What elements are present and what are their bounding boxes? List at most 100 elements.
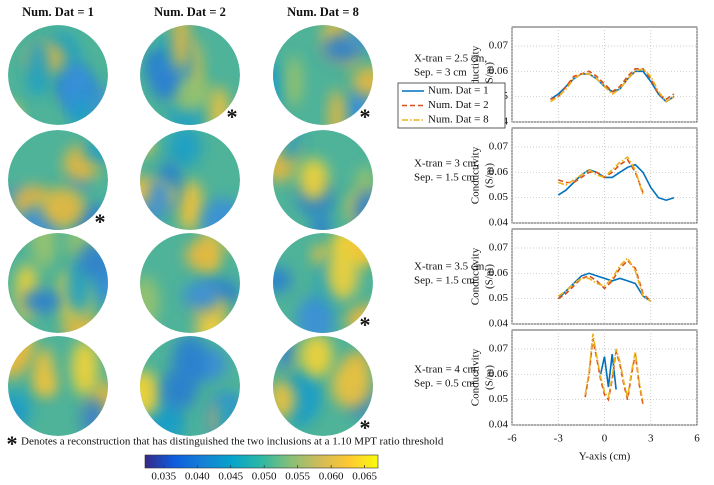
reconstruction-blob xyxy=(82,137,108,163)
reconstruction xyxy=(140,130,240,230)
reconstruction-blob xyxy=(300,336,334,378)
y-tick-label: 0.07 xyxy=(489,242,509,254)
reconstruction-blob xyxy=(32,347,55,394)
reconstruction-blob xyxy=(90,85,108,125)
series-line xyxy=(550,67,675,103)
reconstruction-blob xyxy=(71,339,99,396)
reconstruction-blob xyxy=(171,25,190,71)
y-tick-label: 0.05 xyxy=(489,292,509,304)
plot-area xyxy=(511,127,698,224)
y-axis-label: Conductivity xyxy=(470,348,482,406)
note-marker: * xyxy=(7,431,18,456)
reconstruction-blob xyxy=(355,166,373,196)
x-tick-label: 6 xyxy=(694,433,700,445)
colorbar xyxy=(144,454,379,469)
reconstruction-blob xyxy=(25,39,50,97)
reconstruction-blob xyxy=(8,390,32,428)
plot-area xyxy=(511,329,698,426)
x-tick-label: -6 xyxy=(507,433,517,445)
column-title: Num. Dat = 2 xyxy=(154,5,226,19)
reconstruction-blob xyxy=(177,180,204,230)
reconstruction-blob xyxy=(222,233,240,252)
reconstruction xyxy=(273,130,373,230)
reconstruction-blob xyxy=(331,361,372,409)
plot-area xyxy=(511,228,698,325)
reconstruction-blob xyxy=(352,66,373,97)
colorbar-tick-label: 0.035 xyxy=(151,471,176,483)
series-line xyxy=(550,68,675,101)
y-axis-label: (S/m) xyxy=(484,62,496,87)
column-title: Num. Dat = 8 xyxy=(287,5,359,19)
y-tick-label: 0.05 xyxy=(489,393,509,405)
reconstruction xyxy=(8,25,108,125)
column-title: Num. Dat = 1 xyxy=(22,5,94,19)
y-tick-label: 0.06 xyxy=(489,166,509,178)
y-axis-label: Conductivity xyxy=(470,146,482,204)
colorbar-tick-label: 0.055 xyxy=(285,471,310,483)
reconstruction-blob xyxy=(182,281,222,311)
reconstruction-blob xyxy=(172,336,208,386)
reconstruction-blob xyxy=(148,178,172,217)
reconstruction-blob xyxy=(273,61,285,112)
row-label: X-tran = 2.5 cm, xyxy=(414,53,487,65)
reconstruction-blob xyxy=(167,130,202,168)
series-line xyxy=(558,155,644,196)
colorbar-tick-label: 0.065 xyxy=(352,471,377,483)
reconstruction-blob xyxy=(77,241,108,279)
y-tick-label: 0.06 xyxy=(489,267,509,279)
y-tick-label: 0.06 xyxy=(489,368,509,380)
reconstruction-blob xyxy=(209,86,230,125)
asterisk: * xyxy=(95,209,106,234)
row-label: Sep. = 3 cm xyxy=(414,67,467,79)
y-tick-label: 0.07 xyxy=(489,141,509,153)
series-line xyxy=(557,256,652,302)
reconstruction-blob xyxy=(72,97,90,125)
y-axis-label: (S/m) xyxy=(484,163,496,188)
legend-label: Num. Dat = 2 xyxy=(428,99,489,111)
series-line xyxy=(558,158,644,193)
asterisk: * xyxy=(360,104,371,129)
reconstruction-blob xyxy=(215,396,238,436)
legend-label: Num. Dat = 8 xyxy=(428,114,489,126)
reconstruction-blob xyxy=(273,380,296,419)
reconstruction-blob xyxy=(273,267,292,293)
asterisk: * xyxy=(227,104,238,129)
reconstruction-blob xyxy=(278,130,302,161)
plot-area xyxy=(511,26,698,123)
y-tick-label: 0.04 xyxy=(489,419,509,431)
reconstruction-blob xyxy=(42,187,85,227)
row-label: Sep. = 1.5 cm xyxy=(414,275,475,287)
colorbar-tick-label: 0.045 xyxy=(218,471,243,483)
y-tick-label: 0.07 xyxy=(489,343,509,355)
note: Denotes a reconstruction that has distin… xyxy=(21,436,444,448)
reconstruction-blob xyxy=(288,373,321,419)
reconstruction-blob xyxy=(21,288,63,314)
reconstruction xyxy=(140,233,240,333)
y-axis-label: Conductivity xyxy=(470,247,482,305)
reconstruction-blob xyxy=(276,336,295,372)
row-label: X-tran = 4 cm, xyxy=(414,364,479,376)
colorbar-tick-label: 0.040 xyxy=(185,471,210,483)
reconstruction-blob xyxy=(140,131,153,156)
reconstruction-blob xyxy=(169,75,212,112)
series-line xyxy=(584,333,644,403)
reconstruction-blob xyxy=(152,67,179,101)
reconstruction-blob xyxy=(30,233,57,269)
reconstruction xyxy=(140,25,240,125)
colorbar-tick-label: 0.060 xyxy=(319,471,344,483)
row-label: X-tran = 3 cm, xyxy=(414,158,479,170)
reconstruction xyxy=(273,336,373,436)
row-label: Sep. = 0.5 cm xyxy=(414,378,475,390)
x-tick-label: 0 xyxy=(602,433,608,445)
reconstruction-blob xyxy=(347,26,373,47)
reconstruction xyxy=(140,336,240,436)
reconstruction-blob xyxy=(8,102,21,125)
reconstruction-blob xyxy=(326,242,360,302)
legend-label: Num. Dat = 1 xyxy=(428,85,489,97)
series-line xyxy=(557,259,652,302)
series-line xyxy=(557,163,675,202)
reconstruction-blob xyxy=(298,158,329,202)
x-axis-label: Y-axis (cm) xyxy=(579,451,631,463)
row-label: X-tran = 3.5 cm, xyxy=(414,261,487,273)
reconstruction-blob xyxy=(328,89,345,125)
